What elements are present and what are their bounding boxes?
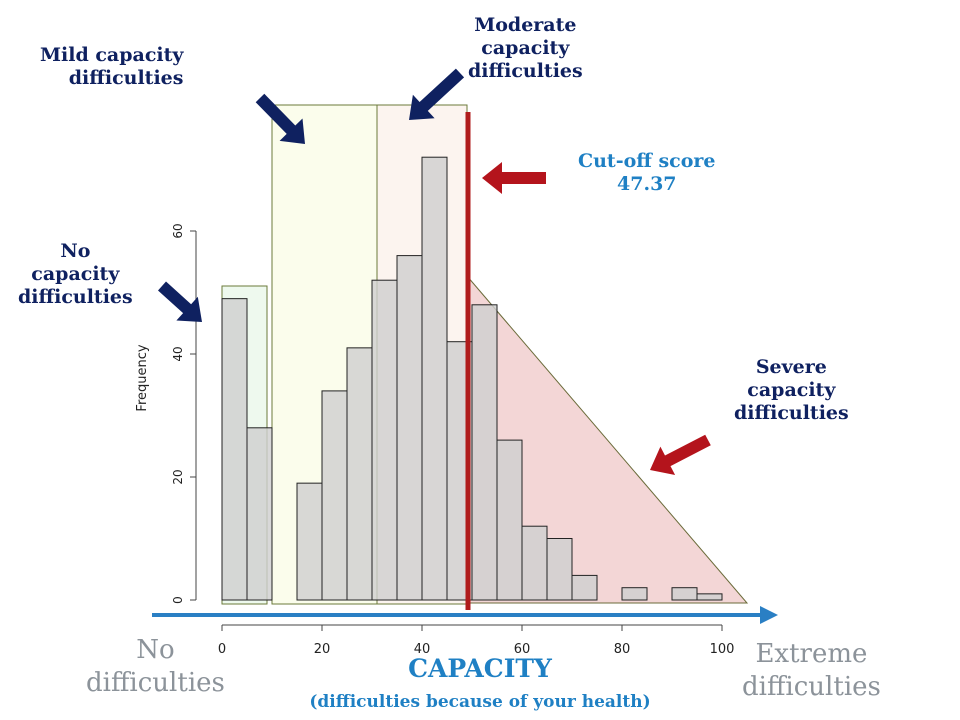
x-tick-label: 80 [614, 642, 631, 657]
x-tick-label: 20 [314, 642, 331, 657]
capacity-title: CAPACITY [408, 654, 552, 683]
y-tick-label: 40 [171, 346, 185, 361]
histogram-bar [696, 593, 723, 601]
histogram-bar [221, 298, 248, 601]
y-tick-label: 0 [171, 596, 185, 604]
histogram-bar [571, 574, 598, 601]
histogram-bar [496, 439, 523, 601]
extreme-difficulties-label: Extreme difficulties [742, 639, 881, 702]
mild-capacity-label: Mild capacity difficulties [40, 44, 184, 89]
histogram-bar [621, 587, 648, 601]
histogram-bar [296, 482, 323, 601]
severe-capacity-arrow [650, 434, 711, 475]
cutoff-arrow [482, 162, 546, 194]
mild-capacity-arrow [255, 93, 305, 144]
y-axis-title: Frequency [135, 344, 150, 411]
no-capacity-label: No capacity difficulties [18, 240, 133, 308]
moderate-capacity-label: Moderate capacity difficulties [468, 14, 583, 82]
x-tick-label: 60 [514, 642, 531, 657]
histogram-bar [396, 255, 423, 601]
y-tick-label: 20 [171, 469, 185, 484]
y-tick-label: 60 [171, 223, 185, 238]
x-tick-label: 40 [414, 642, 431, 657]
histogram-bar [421, 156, 448, 601]
histogram-bar [371, 279, 398, 601]
severe-capacity-label: Severe capacity difficulties [734, 356, 849, 424]
histogram-bar [671, 587, 698, 601]
histogram-bar [521, 525, 548, 601]
capacity-subtitle: (difficulties because of your health) [309, 692, 651, 712]
capacity-axis-arrowhead [760, 606, 778, 624]
histogram-bar [346, 347, 373, 601]
no-capacity-arrow [158, 281, 202, 322]
histogram-bar [246, 427, 273, 601]
no-difficulties-label: No difficulties [86, 635, 225, 698]
cutoff-score-label: Cut-off score 47.37 [578, 150, 716, 195]
x-tick-label: 100 [710, 642, 735, 657]
x-tick-label: 0 [218, 642, 226, 657]
histogram-bar [321, 390, 348, 601]
histogram-bar [471, 304, 498, 601]
histogram-bar [546, 538, 573, 601]
moderate-capacity-arrow [409, 68, 465, 120]
